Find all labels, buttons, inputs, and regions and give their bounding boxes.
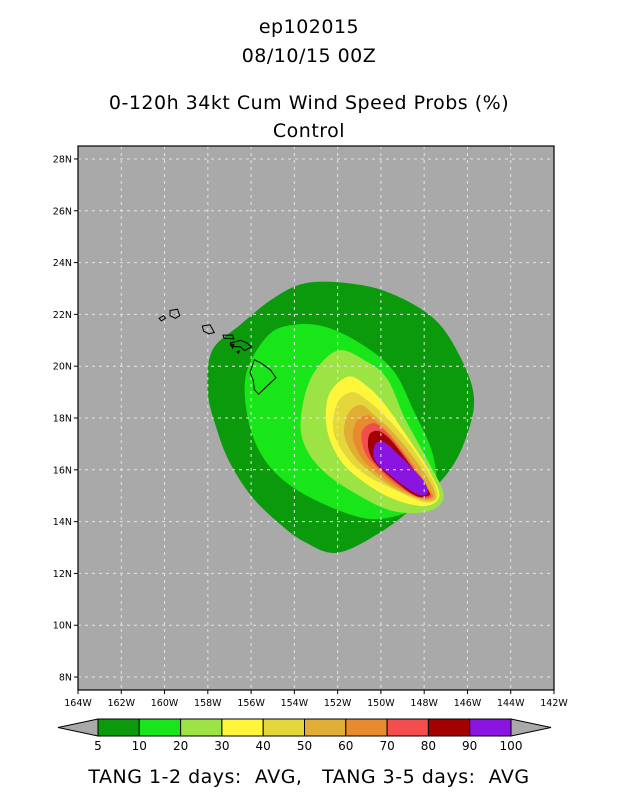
y-tick-label: 26N [53, 206, 72, 217]
island-outline [158, 315, 167, 322]
colorbar-swatch [386, 718, 429, 737]
y-tick-label: 12N [53, 569, 72, 580]
colorbar-swatch [262, 718, 306, 737]
colorbar: 5 10 20 30 40 50 60 70 80 90 100 [57, 718, 552, 753]
x-tick-label: 142W [540, 698, 568, 709]
colorbar-swatch [138, 718, 182, 737]
colorbar-left-arrow [57, 718, 99, 737]
x-tick-label: 156W [237, 698, 265, 709]
colorbar-label: 70 [379, 739, 394, 753]
colorbar-label: 10 [132, 739, 147, 753]
colorbar-right-arrow [510, 718, 552, 737]
colorbar-label: 30 [214, 739, 229, 753]
island-outline [235, 350, 241, 355]
colorbar-label: 20 [173, 739, 188, 753]
colorbar-label: 5 [94, 739, 102, 753]
product-title: 0-120h 34kt Cum Wind Speed Probs (%) [108, 92, 510, 114]
y-tick-label: 14N [53, 517, 72, 528]
plot-area [78, 146, 554, 690]
colorbar-label: 90 [462, 739, 477, 753]
y-tick-label: 24N [53, 258, 72, 269]
x-tick-label: 162W [108, 698, 136, 709]
y-tick-label: 22N [53, 310, 72, 321]
colorbar-swatch [345, 718, 388, 737]
y-tick-label: 18N [53, 414, 72, 425]
colorbar-label: 50 [297, 739, 312, 753]
colorbar-swatch [221, 718, 264, 737]
datetime-title: 08/10/15 00Z [241, 45, 377, 67]
y-tick-label: 28N [53, 154, 72, 165]
grid-lines [78, 146, 554, 690]
y-tick-label: 8N [59, 673, 72, 684]
y-tick-label: 10N [53, 621, 72, 632]
prob-region-90 [373, 441, 428, 496]
colorbar-label: 80 [421, 739, 436, 753]
x-tick-label: 144W [497, 698, 525, 709]
colorbar-swatch [304, 718, 347, 737]
island-outline [201, 324, 216, 335]
colorbar-swatch [97, 718, 140, 737]
x-tick-label: 146W [454, 698, 482, 709]
colorbar-label: 100 [500, 739, 523, 753]
x-tick-label: 158W [194, 698, 222, 709]
member-title: Control [272, 120, 346, 142]
colorbar-label: 40 [256, 739, 271, 753]
colorbar-swatch [469, 718, 512, 737]
colorbar-swatch [427, 718, 471, 737]
storm-id-title: ep102015 [258, 16, 360, 38]
colorbar-swatch [180, 718, 223, 737]
island-outline [229, 343, 235, 350]
island-outline [169, 308, 181, 319]
colorbar-label: 60 [338, 739, 353, 753]
x-tick-label: 148W [410, 698, 438, 709]
x-tick-label: 154W [281, 698, 309, 709]
y-tick-label: 16N [53, 465, 72, 476]
x-tick-label: 150W [367, 698, 395, 709]
island-outline [222, 334, 235, 340]
x-tick-label: 160W [151, 698, 179, 709]
x-tick-label: 152W [324, 698, 352, 709]
island-outline [249, 358, 277, 395]
x-tick-label: 164W [64, 698, 92, 709]
footer-tang-note: TANG 1-2 days: AVG, TANG 3-5 days: AVG [88, 766, 530, 788]
y-tick-label: 20N [53, 362, 72, 373]
